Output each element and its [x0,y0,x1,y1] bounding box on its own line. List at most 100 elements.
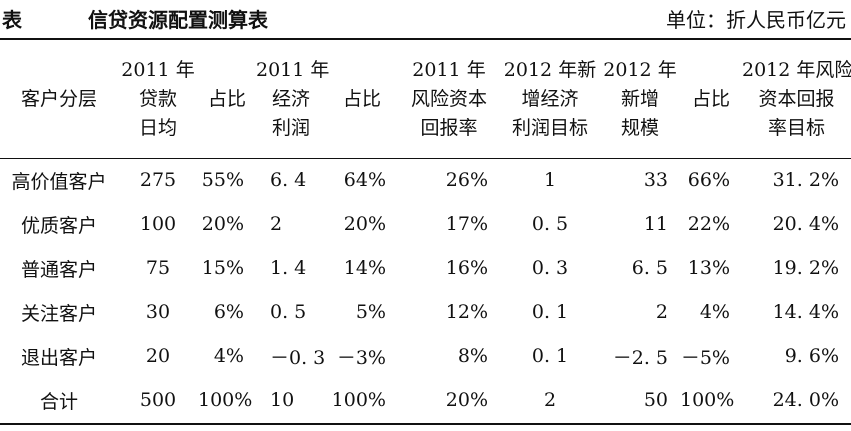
table-cell: －3% [336,346,386,369]
column-header-line: 占比 [342,87,381,110]
table-row: 退出客户 20 4% －0. 3 －3% 8% 0. 1 －2. 5 －5% 9. 6% [0,334,851,378]
table-cell: －0. 3 [270,346,326,369]
table-cell: 22% [687,213,730,235]
table-cell: 0. 1 [531,345,569,367]
table-cell: 0. 3 [531,257,569,279]
table-row: 普通客户 75 15% 1. 4 14% 16% 0. 3 6. 5 13% 19. 2% [0,246,851,290]
table-cell: 66% [687,169,730,191]
table-cell: 14. 4% [772,301,839,323]
table-cell: 100% [680,389,735,411]
table-cell: 10 [270,389,295,411]
column-header-line: 2012 年新 [503,58,597,81]
column-header-line: 利润 [271,116,310,139]
table-cell: 1 [543,169,557,191]
table-cell: 100% [331,389,386,411]
table-cell: 100 [139,213,177,235]
table-cell: 55% [201,169,244,191]
column-header-line: 2011 年 [121,58,195,81]
table-cell: 4% [699,301,730,323]
table-cell: 31. 2% [772,169,839,191]
column-header-line: 规模 [620,116,659,139]
row-label-cell: 普通客户 [20,258,97,281]
column-header-line: 率目标 [767,116,825,139]
table-row: 合计 500 100% 10 100% 20% 2 50 100% 24. 0% [0,378,851,422]
table-cell: 11 [643,213,668,235]
table-cell: 1. 4 [270,257,307,279]
row-label-cell: 退出客户 [20,346,97,369]
column-header-line: 2011 年 [412,58,486,81]
table-cell: 9. 6% [784,345,839,367]
row-label-cell: 关注客户 [20,302,97,325]
table-cell: 4% [213,345,244,367]
table-cell: 20% [343,213,386,235]
column-header-line: 2012 年 [603,58,677,81]
table-cell: 0. 5 [531,213,569,235]
row-label-cell: 高价值客户 [11,170,107,193]
table-cell: －5% [680,346,730,369]
table-cell: 19. 2% [772,257,839,279]
column-header-line: 增经济 [521,87,579,110]
table-cell: 275 [139,169,177,191]
table-cell: 500 [139,389,177,411]
table-cell: 13% [687,257,730,279]
column-header-line: 客户分层 [20,87,97,110]
column-header-line: 经济 [271,87,310,110]
table-row: 关注客户 30 6% 0. 5 5% 12% 0. 1 2 4% 14. 4% [0,290,851,334]
column-header-line: 贷款 [138,87,177,110]
column-header-line: 资本回报 [758,87,835,110]
column-header: 占比 [198,40,256,158]
bottom-rule [0,423,851,425]
table-cell: 6% [213,301,244,323]
table-caption: 表 信贷资源配置测算表 单位：折人民币亿元 [0,0,851,36]
column-header-line: 占比 [691,87,730,110]
table-cell: 100% [198,389,253,411]
column-header: 占比 [680,40,742,158]
table-cell: 17% [445,213,488,235]
table-cell: 64% [343,169,386,191]
column-header-line: 风险资本 [410,87,487,110]
table-cell: 50 [643,389,668,411]
column-header-line: 回报率 [420,116,478,139]
header-rule [0,158,851,159]
column-header-line: 2011 年 [256,58,330,81]
table-cell: 5% [355,301,386,323]
column-header: 客户分层 [0,40,118,158]
table-cell: 6. 5 [631,257,668,279]
table-cell: 30 [145,301,171,323]
column-header: 2012 年风险 资本回报率目标 [742,40,851,158]
table-cell: 75 [145,257,171,279]
table-cell: 20% [201,213,244,235]
table-cell: 8% [457,345,488,367]
table-cell: 16% [445,257,488,279]
column-header-line: 利润目标 [511,116,588,139]
column-header-line: 2012 年风险 [742,58,851,81]
table-cell: 20. 4% [772,213,839,235]
table-cell: 15% [201,257,244,279]
table-cell: －2. 5 [612,346,668,369]
table-title: 信贷资源配置测算表 [88,8,268,32]
column-header: 2011 年经济利润 [256,40,330,158]
column-header: 2012 年新增 规模 [600,40,680,158]
table-cell: 33 [643,169,668,191]
unit-note: 单位：折人民币亿元 [666,8,846,32]
table-cell: 2 [543,389,557,411]
column-header-line: 日均 [138,116,177,139]
top-rule [0,38,851,40]
column-header: 2012 年新 增经济利润目标 [500,40,600,158]
table-cell: 20 [145,345,171,367]
credit-allocation-table: 客户分层 2011 年贷款 日均 占比 2011 年经济 利润 占比 2011 年风险资本 回报… [0,40,851,422]
column-header: 2011 年贷款日均 [118,40,198,158]
table-row: 高价值客户 275 55% 6. 4 64% 26% 1 33 66% 31. 2% [0,158,851,202]
table-cell: 0. 5 [270,301,307,323]
column-header: 2011 年风险资本回报率 [398,40,500,158]
table-body: 高价值客户 275 55% 6. 4 64% 26% 1 33 66% 31. 2% 优质客户 100… [0,158,851,422]
row-label-cell: 合计 [39,390,78,413]
table-cell: 24. 0% [772,389,839,411]
table-cell: 12% [445,301,488,323]
table-cell: 2 [270,213,283,235]
header-row: 客户分层 2011 年贷款 日均 占比 2011 年经济 利润 占比 2011 年风险资本 回报… [0,40,851,158]
column-header: 占比 [326,40,398,158]
table-row: 优质客户 100 20% 2 20% 17% 0. 5 11 22% 20. 4% [0,202,851,246]
table-cell: 26% [445,169,488,191]
table-cell: 6. 4 [270,169,307,191]
